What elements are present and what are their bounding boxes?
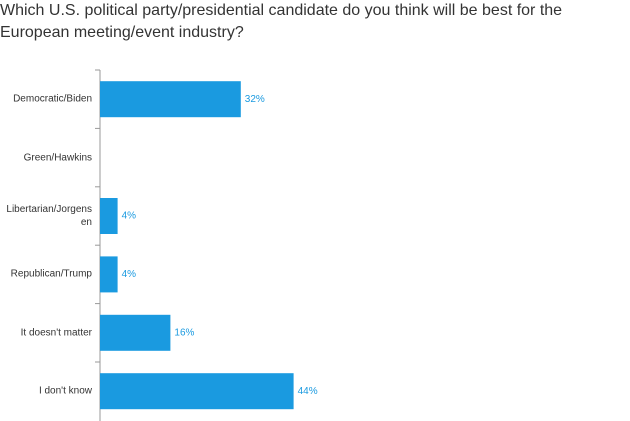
data-label: 16% — [174, 327, 194, 338]
data-label: 4% — [122, 269, 137, 280]
y-tick-label: I don't know — [38, 385, 92, 397]
y-tick-label: It doesn't matter — [20, 327, 92, 339]
data-label: 4% — [122, 211, 137, 222]
chart-title: Which U.S. political party/presidential … — [0, 2, 563, 41]
bar — [100, 373, 294, 410]
y-tick-label: Republican/Trump — [10, 268, 92, 280]
bar — [100, 81, 241, 118]
data-label: 44% — [298, 386, 318, 397]
bar — [100, 198, 118, 234]
y-tick-label: Libertarian/Jorgensen — [6, 204, 92, 228]
data-label: 32% — [245, 94, 265, 105]
bar — [100, 314, 171, 351]
y-tick-label: Green/Hawkins — [23, 152, 92, 164]
y-tick-label: Democratic/Biden — [13, 93, 92, 105]
bar — [100, 256, 118, 293]
